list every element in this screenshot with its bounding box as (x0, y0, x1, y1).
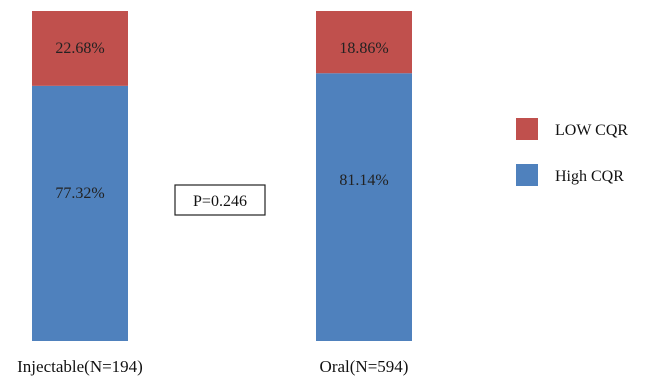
p-value-text: P=0.246 (193, 193, 247, 210)
legend-swatch-high-cqr (516, 164, 538, 186)
legend-label-high-cqr: High CQR (555, 168, 624, 185)
category-label-1: Injectable(N=194) (17, 357, 143, 376)
segment-label-high-cqr-2: 81.14% (339, 172, 388, 189)
bar-high-cqr-2 (316, 73, 412, 341)
bar-high-cqr-1 (32, 85, 128, 342)
segment-label-low-cqr-1: 22.68% (55, 40, 104, 57)
segment-label-low-cqr-2: 18.86% (339, 40, 388, 57)
legend-swatch-low-cqr (516, 118, 538, 140)
bar-low-cqr-1 (32, 11, 128, 86)
legend: LOW CQR High CQR (516, 118, 628, 186)
segment-label-high-cqr-1: 77.32% (55, 185, 104, 202)
segment-labels-group: 77.32% 22.68% 81.14% 18.86% (55, 40, 388, 202)
legend-label-low-cqr: LOW CQR (555, 122, 628, 139)
category-labels-group: Injectable(N=194) Oral(N=594) (17, 357, 408, 376)
category-label-2: Oral(N=594) (320, 357, 409, 376)
p-value-annotation: P=0.246 (174, 184, 266, 216)
p-value-box (174, 184, 266, 216)
bar-low-cqr-2 (316, 11, 412, 74)
bars-group (32, 11, 412, 342)
